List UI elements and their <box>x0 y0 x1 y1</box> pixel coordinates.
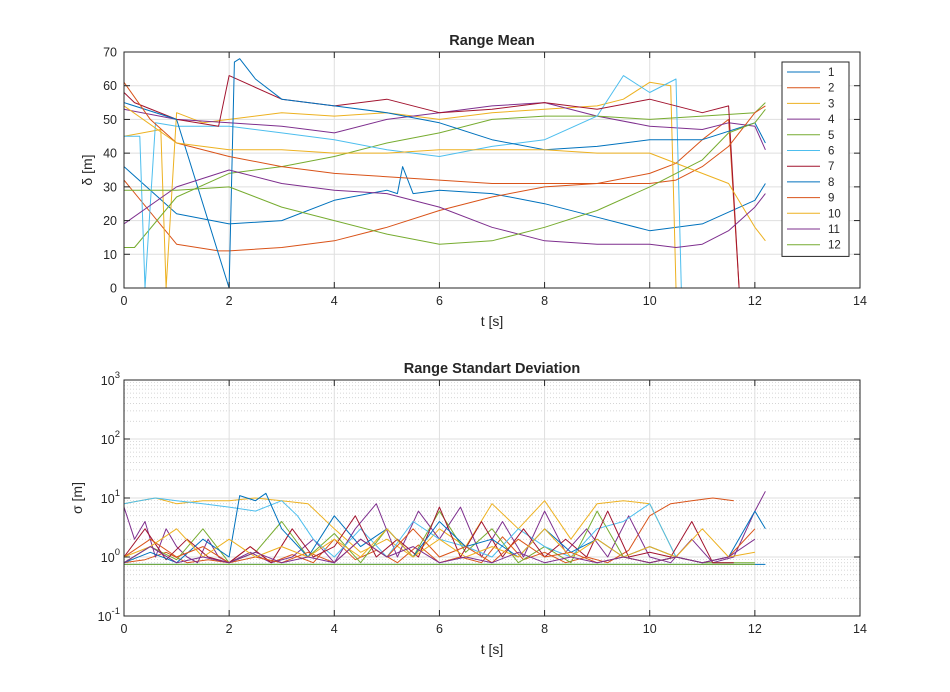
legend-label-8: 8 <box>828 177 834 189</box>
tick-exponent: 1 <box>115 488 120 499</box>
tick-exponent: 2 <box>115 429 120 440</box>
legend-label-9: 9 <box>828 193 834 205</box>
series-line-4 <box>124 491 766 564</box>
x-tick-label: 0 <box>121 294 128 308</box>
tick-base: 10 <box>101 374 115 388</box>
tick-base: 10 <box>101 551 115 565</box>
series-line-11 <box>124 538 756 564</box>
y-tick-label: 20 <box>103 214 117 228</box>
x-axis-label: t [s] <box>481 313 504 329</box>
chart-title: Range Standart Deviation <box>404 361 580 377</box>
x-tick-label: 2 <box>226 294 233 308</box>
series-group <box>124 491 766 565</box>
x-tick-label: 8 <box>541 622 548 636</box>
legend-label-1: 1 <box>828 67 834 79</box>
y-tick-label: 100 <box>101 547 120 565</box>
series-line-7 <box>124 75 740 288</box>
x-tick-label: 6 <box>436 622 443 636</box>
legend-label-6: 6 <box>828 146 834 158</box>
series-line-10 <box>124 528 755 558</box>
series-line-3 <box>124 497 677 558</box>
y-tick-label: 10-1 <box>98 606 120 624</box>
legend-label-12: 12 <box>828 240 841 252</box>
legend-label-2: 2 <box>828 83 834 95</box>
series-line-1 <box>124 166 766 232</box>
y-tick-label: 30 <box>103 180 117 194</box>
tick-exponent: 3 <box>115 370 120 381</box>
legend-label-10: 10 <box>828 208 841 220</box>
legend-label-7: 7 <box>828 161 834 173</box>
x-tick-label: 14 <box>853 294 867 308</box>
series-line-8 <box>124 58 766 288</box>
x-tick-label: 12 <box>748 622 762 636</box>
legend-label-3: 3 <box>828 98 834 110</box>
legend-label-4: 4 <box>828 114 835 126</box>
x-tick-label: 4 <box>331 622 338 636</box>
y-tick-label: 102 <box>101 429 120 447</box>
tick-exponent: 0 <box>115 547 120 558</box>
y-tick-label: 70 <box>103 46 117 60</box>
series-line-9 <box>124 82 766 184</box>
axes-background <box>124 52 860 288</box>
tick-base: 10 <box>98 610 112 624</box>
series-line-6 <box>124 75 682 288</box>
series-line-12 <box>124 108 766 245</box>
series-group <box>124 58 766 288</box>
x-tick-label: 2 <box>226 622 233 636</box>
y-tick-label: 10 <box>103 248 117 262</box>
series-line-2 <box>124 118 740 288</box>
x-tick-label: 14 <box>853 622 867 636</box>
x-axis-label: t [s] <box>481 641 504 657</box>
legend-label-11: 11 <box>828 224 840 236</box>
y-tick-label: 40 <box>103 147 117 161</box>
y-axis-label: δ [m] <box>79 154 95 185</box>
y-tick-label: 60 <box>103 79 117 93</box>
x-tick-label: 0 <box>121 622 128 636</box>
tick-exponent: -1 <box>112 606 120 617</box>
legend-box <box>781 61 850 257</box>
y-tick-label: 103 <box>101 370 120 388</box>
x-tick-label: 10 <box>643 294 657 308</box>
chart-title: Range Mean <box>449 33 534 49</box>
y-tick-label: 0 <box>110 282 117 296</box>
legend-label-5: 5 <box>828 130 834 142</box>
x-tick-label: 8 <box>541 294 548 308</box>
series-line-4 <box>124 102 766 151</box>
x-tick-label: 4 <box>331 294 338 308</box>
tick-base: 10 <box>101 433 115 447</box>
x-tick-label: 6 <box>436 294 443 308</box>
y-axis-label: σ [m] <box>69 482 85 514</box>
axes-box <box>123 51 861 289</box>
y-tick-label: 50 <box>103 113 117 127</box>
tick-base: 10 <box>101 492 115 506</box>
series-line-10 <box>124 105 766 242</box>
y-tick-label: 101 <box>101 488 120 506</box>
x-tick-label: 10 <box>643 622 657 636</box>
x-tick-label: 12 <box>748 294 762 308</box>
